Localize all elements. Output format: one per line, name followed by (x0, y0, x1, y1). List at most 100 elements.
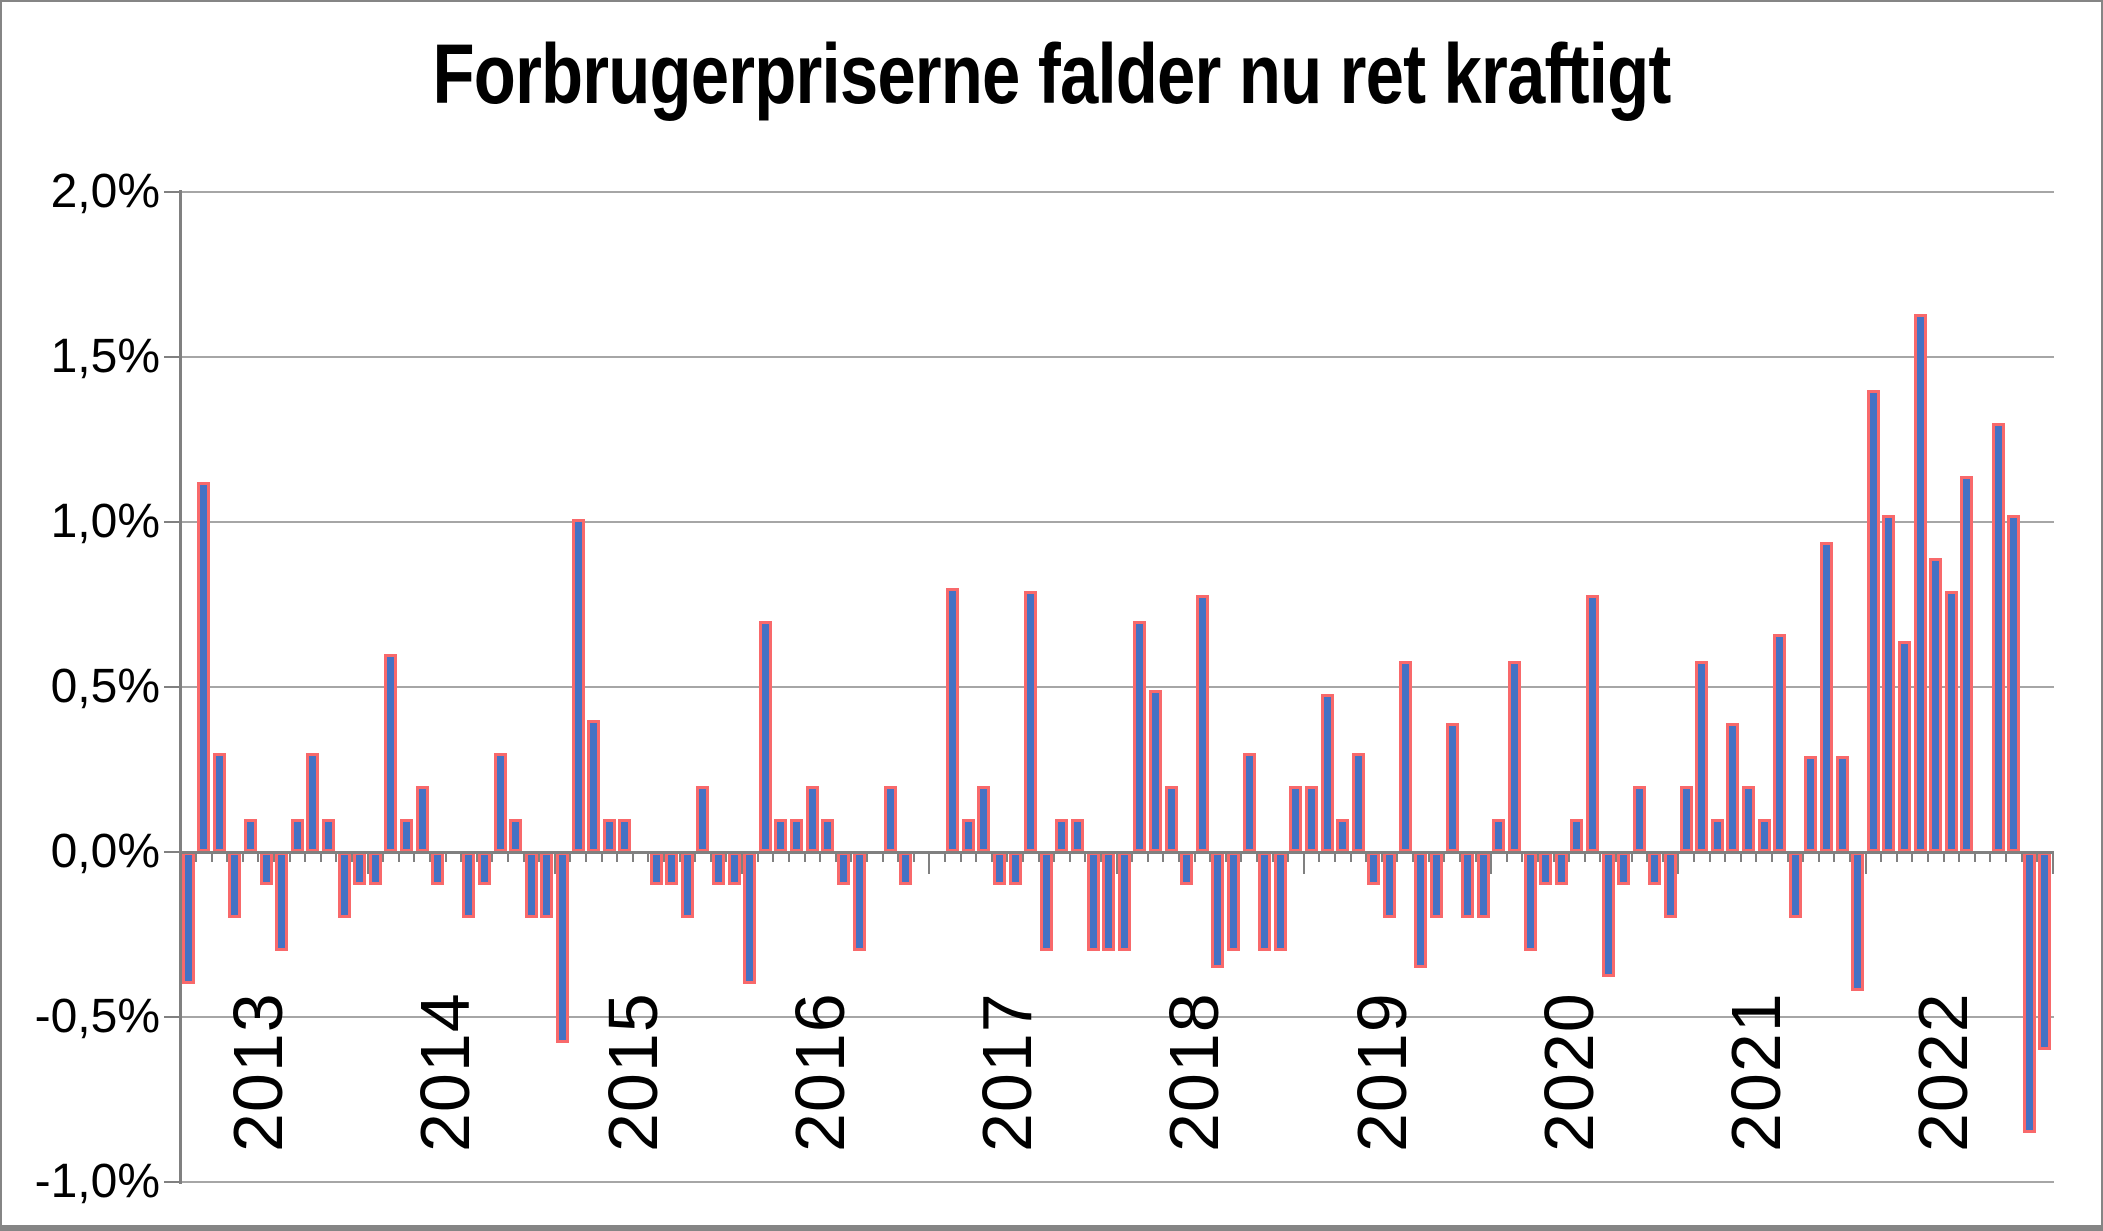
x-axis-month-tick (2036, 852, 2039, 862)
bar (1882, 515, 1896, 852)
bar (1944, 591, 1958, 852)
x-axis-month-tick (319, 852, 322, 862)
bar (1554, 852, 1568, 885)
bar (1913, 314, 1927, 852)
y-axis-tick (164, 191, 180, 193)
bar (1601, 852, 1615, 978)
bar (1180, 852, 1194, 885)
bar (1757, 819, 1771, 852)
x-axis-month-tick (1568, 852, 1571, 862)
bar (1133, 621, 1147, 852)
x-axis-year-label: 2021 (1717, 992, 1796, 1152)
chart-title: Forbrugerpriserne falder nu ret kraftigt (432, 27, 1672, 121)
bar (1960, 475, 1974, 852)
x-axis-month-tick (1505, 852, 1508, 862)
x-axis-month-tick (1178, 852, 1181, 862)
x-axis-month-tick (413, 852, 416, 862)
x-axis-month-tick (1256, 852, 1259, 862)
bar (337, 852, 351, 918)
bar (977, 786, 991, 852)
x-axis-month-tick (444, 852, 447, 862)
x-axis-month-tick (1989, 852, 1992, 862)
x-axis-year-tick (1677, 852, 1680, 874)
x-axis-month-tick (1802, 852, 1805, 862)
bar (1383, 852, 1397, 918)
x-axis-line (180, 851, 2054, 854)
x-axis-month-tick (1833, 852, 1836, 862)
bar (743, 852, 757, 984)
bar (1648, 852, 1662, 885)
x-axis-year-tick (1864, 852, 1867, 874)
x-axis-month-tick (631, 852, 634, 862)
bar (1461, 852, 1475, 918)
x-axis-month-tick (1630, 852, 1633, 862)
x-axis-month-tick (1536, 852, 1539, 862)
bar (1726, 723, 1740, 852)
x-axis-month-tick (210, 852, 213, 862)
x-axis-month-tick (397, 852, 400, 862)
x-axis-year-label: 2018 (1155, 992, 1234, 1152)
bar (353, 852, 367, 885)
x-axis-month-tick (569, 852, 572, 862)
x-axis-month-tick (1895, 852, 1898, 862)
x-axis-month-tick (257, 852, 260, 862)
bar (1773, 634, 1787, 852)
bar (1507, 660, 1521, 852)
x-axis-year-tick (1490, 852, 1493, 874)
bar (821, 819, 835, 852)
bar (462, 852, 476, 918)
bar (727, 852, 741, 885)
x-axis-month-tick (975, 852, 978, 862)
x-axis-month-tick (1755, 852, 1758, 862)
gridline (180, 356, 2054, 358)
bar (259, 852, 273, 885)
gridline (180, 1181, 2054, 1183)
x-axis-month-tick (1396, 852, 1399, 862)
x-axis-month-tick (1193, 852, 1196, 862)
x-axis-month-tick (522, 852, 525, 862)
x-axis-year-label: 2016 (780, 992, 859, 1152)
x-axis-month-tick (1287, 852, 1290, 862)
x-axis-month-tick (897, 852, 900, 862)
x-axis-month-tick (990, 852, 993, 862)
bar (493, 753, 507, 852)
bar (275, 852, 289, 951)
bar (1663, 852, 1677, 918)
x-axis-month-tick (694, 852, 697, 862)
y-axis-label: 0,5% (50, 660, 160, 713)
x-axis-month-tick (226, 852, 229, 862)
bar (883, 786, 897, 852)
x-axis-month-tick (1458, 852, 1461, 862)
bar (1149, 690, 1162, 852)
bar (431, 852, 445, 885)
x-axis-month-tick (1162, 852, 1165, 862)
bar (758, 621, 772, 852)
y-axis-label: 1,5% (50, 330, 160, 383)
x-axis-month-tick (304, 852, 307, 862)
x-axis-month-tick (382, 852, 385, 862)
x-axis-month-tick (1692, 852, 1695, 862)
bar (602, 819, 616, 852)
x-axis-month-tick (585, 852, 588, 862)
bar (1351, 753, 1365, 852)
x-axis-month-tick (350, 852, 353, 862)
x-axis-month-tick (475, 852, 478, 862)
x-axis-month-tick (2005, 852, 2008, 862)
bar (1336, 819, 1350, 852)
bar (1898, 640, 1912, 852)
x-axis-year-tick (553, 852, 556, 874)
bar (946, 588, 960, 852)
x-axis-month-tick (600, 852, 603, 862)
bar (805, 786, 819, 852)
bar (774, 819, 788, 852)
x-axis-month-tick (1084, 852, 1087, 862)
y-axis-tick (164, 686, 180, 688)
y-axis-label: 1,0% (50, 495, 160, 548)
bar (571, 518, 585, 852)
x-axis-month-tick (678, 852, 681, 862)
x-axis-month-tick (1365, 852, 1368, 862)
x-axis-month-tick (335, 852, 338, 862)
x-axis-month-tick (1880, 852, 1883, 862)
x-axis-month-tick (194, 852, 197, 862)
bar (1258, 852, 1272, 951)
